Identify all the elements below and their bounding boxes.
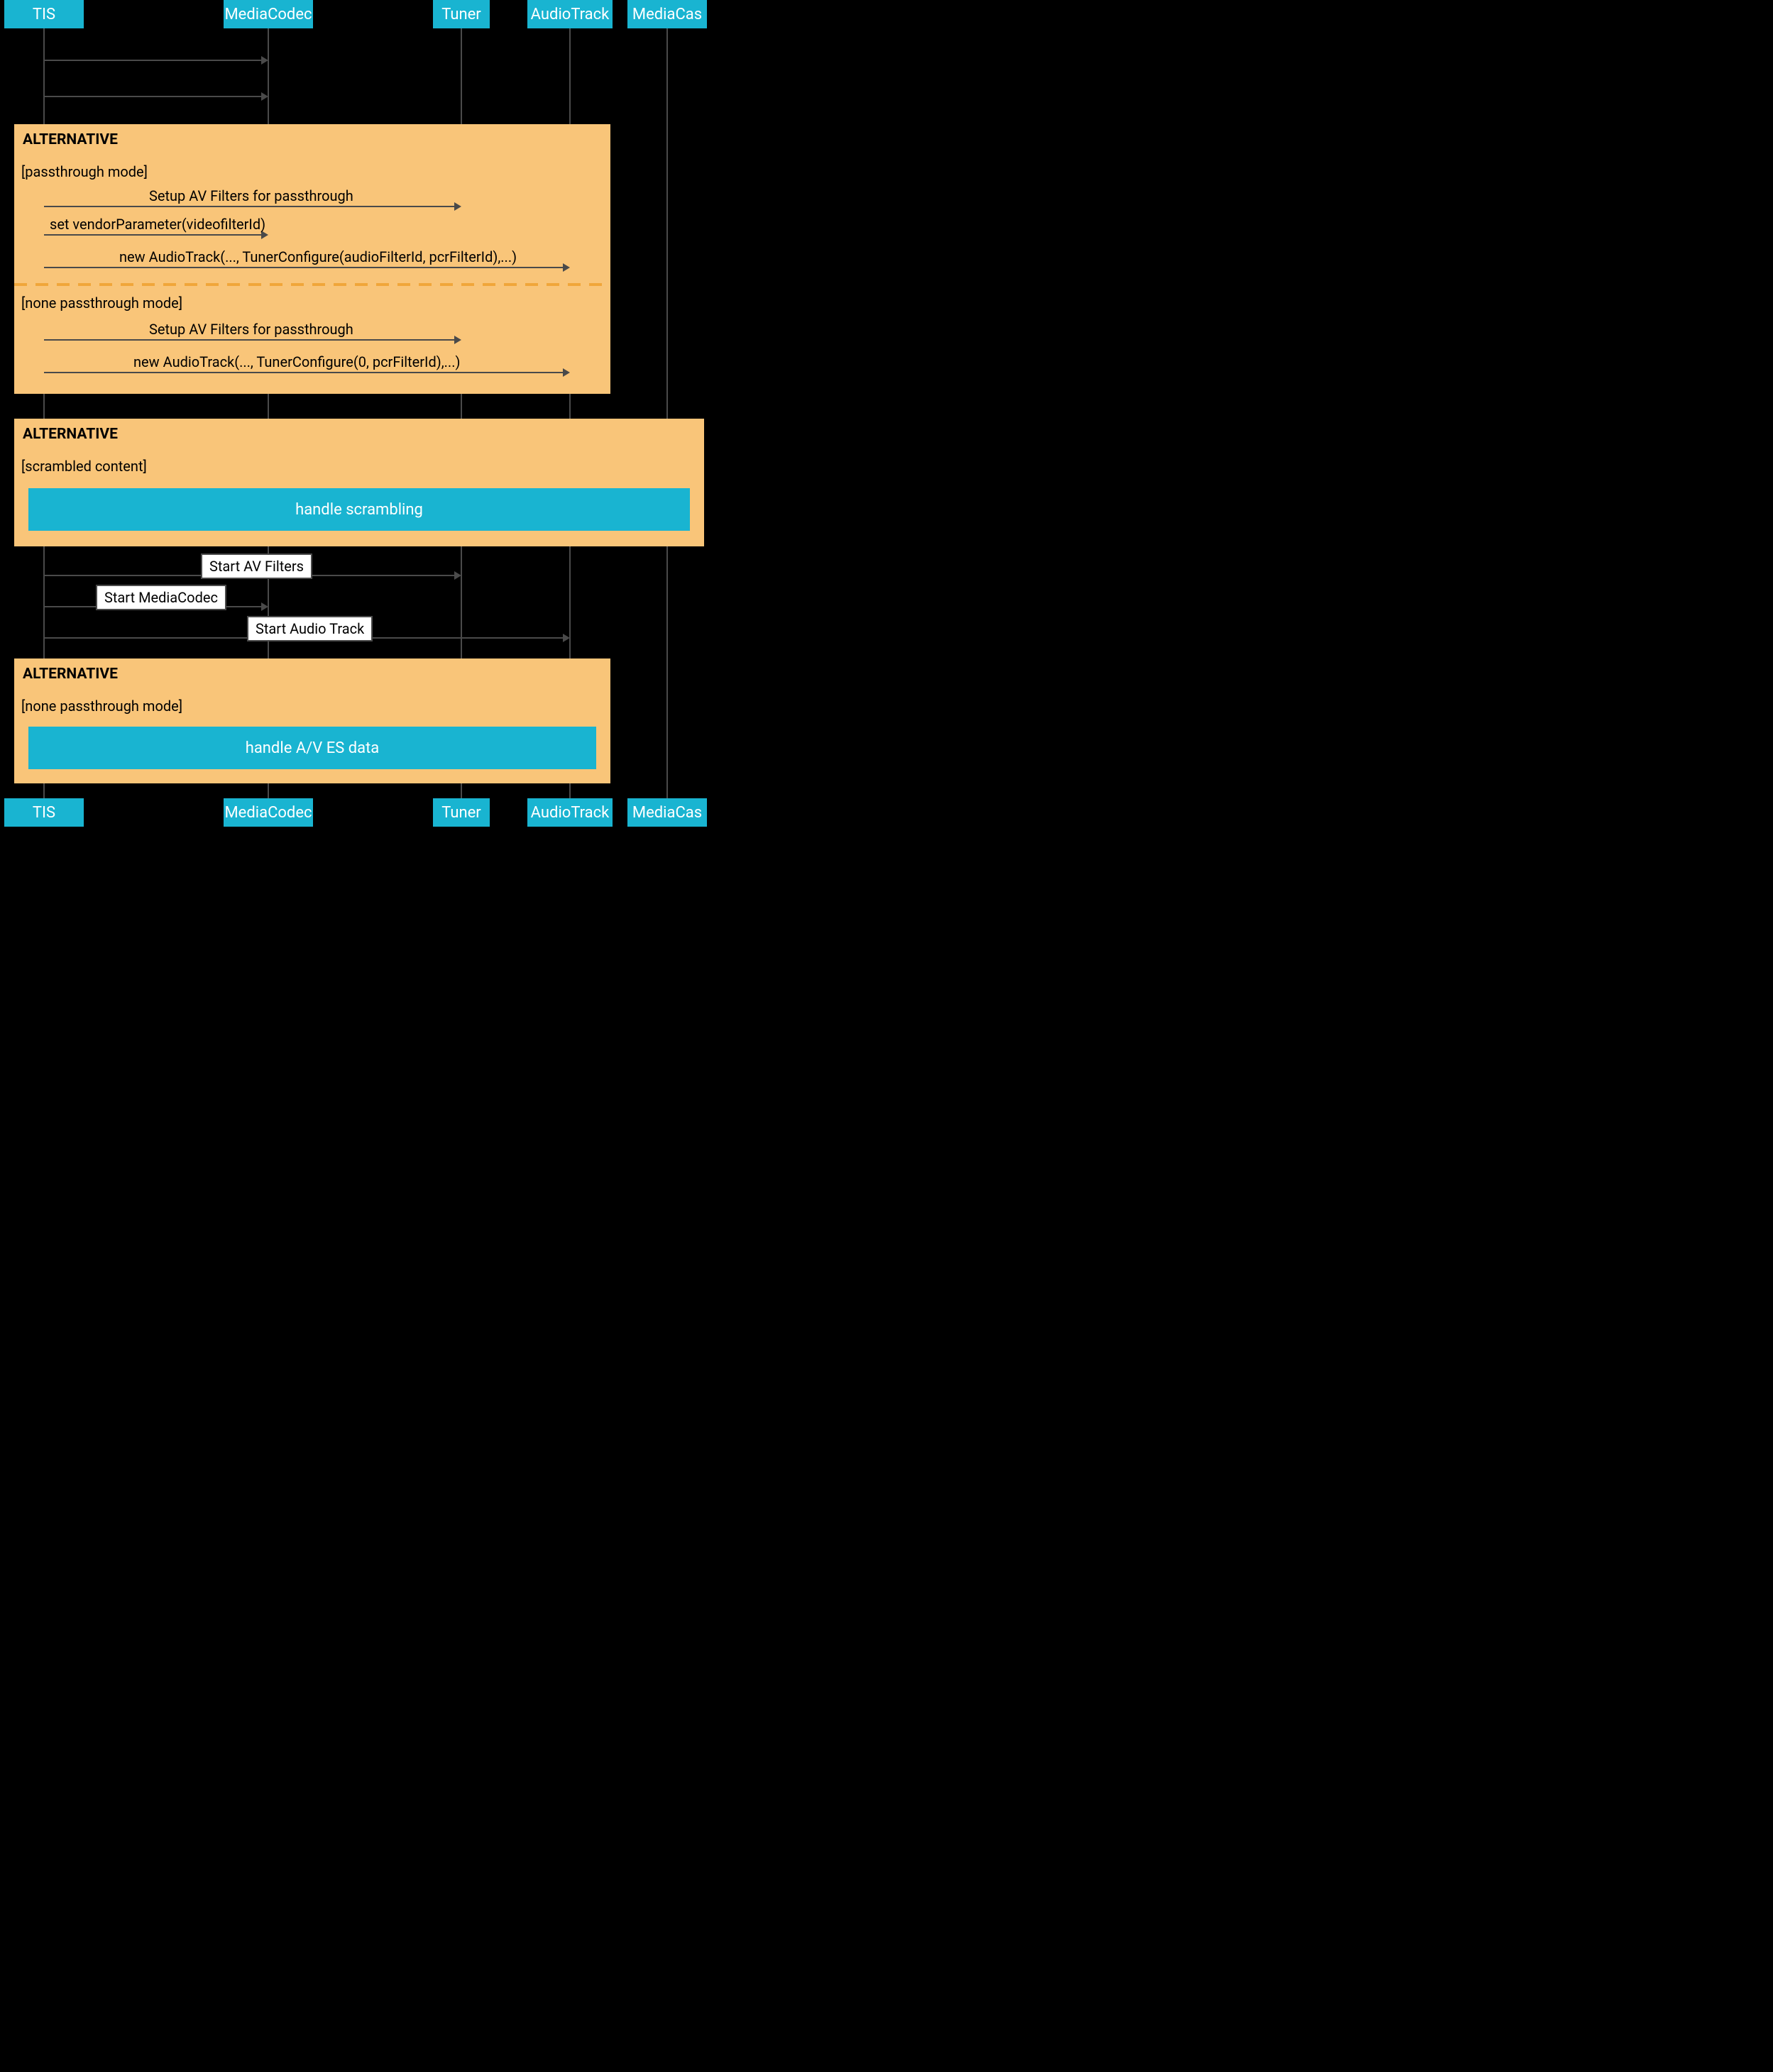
alt-cond2-1: [none passthrough mode] — [21, 294, 182, 312]
alt-divider-1 — [14, 283, 610, 286]
alt-header-2: ALTERNATIVE — [23, 426, 118, 443]
post-arrow-label-2: Start Audio Track — [247, 616, 373, 641]
participant-bottom-AudioTrack: AudioTrack — [527, 798, 613, 827]
init-arrow-line-0 — [44, 60, 263, 61]
alt-ref-2: handle scrambling — [28, 488, 690, 531]
participant-bottom-MediaCodec: MediaCodec — [224, 798, 313, 827]
alt1-bot-arrow-arrowhead-0 — [454, 336, 461, 344]
alt-cond1-1: [passthrough mode] — [21, 163, 148, 180]
alt1-bot-arrow-line-0 — [44, 339, 456, 341]
post-arrow-arrowhead-0 — [454, 571, 461, 580]
init-arrow-arrowhead-0 — [261, 56, 268, 65]
alt1-bot-arrow-line-1 — [44, 372, 564, 373]
init-arrow-arrowhead-1 — [261, 92, 268, 101]
post-arrow-arrowhead-2 — [563, 634, 570, 642]
alt1-top-arrow-label-0: Setup AV Filters for passthrough — [149, 187, 353, 204]
post-arrow-arrowhead-1 — [261, 602, 268, 611]
init-arrow-line-1 — [44, 96, 263, 97]
alt1-bot-arrow-arrowhead-1 — [563, 368, 570, 377]
alt1-top-arrow-line-0 — [44, 206, 456, 207]
participant-top-Tuner: Tuner — [433, 0, 490, 28]
participant-top-MediaCodec: MediaCodec — [224, 0, 313, 28]
participant-bottom-Tuner: Tuner — [433, 798, 490, 827]
alt1-top-arrow-line-1 — [44, 234, 263, 236]
alt1-top-arrow-line-2 — [44, 267, 564, 268]
participant-top-MediaCas: MediaCas — [627, 0, 707, 28]
post-arrow-label-0: Start AV Filters — [201, 553, 312, 579]
post-arrow-label-1: Start MediaCodec — [96, 585, 226, 610]
lifeline-MediaCas — [666, 28, 668, 798]
alt1-bot-arrow-label-0: Setup AV Filters for passthrough — [149, 321, 353, 338]
alt1-top-arrow-label-2: new AudioTrack(..., TunerConfigure(audio… — [119, 248, 517, 265]
participant-bottom-MediaCas: MediaCas — [627, 798, 707, 827]
alt-cond1-2: [scrambled content] — [21, 458, 147, 475]
participant-bottom-TIS: TIS — [4, 798, 84, 827]
participant-top-TIS: TIS — [4, 0, 84, 28]
alt-cond1-3: [none passthrough mode] — [21, 698, 182, 715]
alt1-top-arrow-arrowhead-0 — [454, 202, 461, 211]
alt1-bot-arrow-label-1: new AudioTrack(..., TunerConfigure(0, pc… — [133, 353, 460, 370]
alt-header-1: ALTERNATIVE — [23, 131, 118, 148]
alt1-top-arrow-arrowhead-2 — [563, 263, 570, 272]
participant-top-AudioTrack: AudioTrack — [527, 0, 613, 28]
sequence-diagram: ALTERNATIVE [passthrough mode] [none passt… — [0, 0, 708, 829]
alt1-top-arrow-label-1: set vendorParameter(videofilterId) — [50, 216, 265, 233]
alt-header-3: ALTERNATIVE — [23, 666, 118, 683]
alt-ref-3: handle A/V ES data — [28, 727, 596, 769]
